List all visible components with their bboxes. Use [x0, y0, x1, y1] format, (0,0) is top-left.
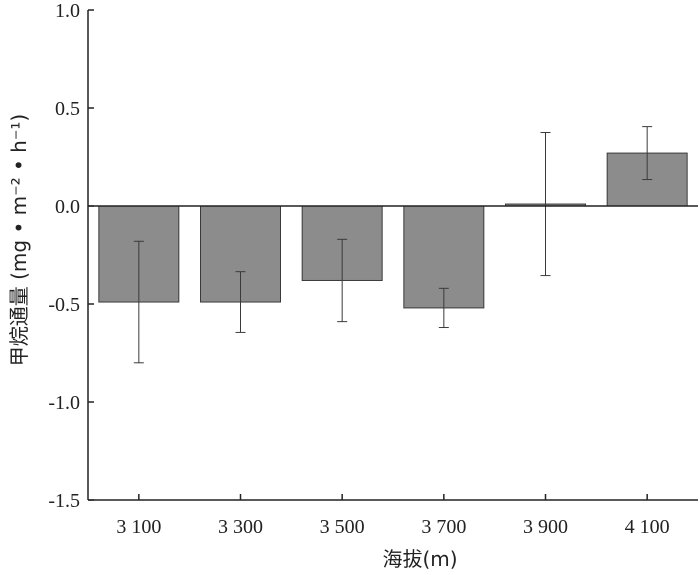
y-axis-label: 甲烷通量 (mg • m⁻² • h⁻¹) — [7, 114, 31, 366]
x-tick-label: 3 900 — [523, 516, 568, 538]
x-tick-label: 3 100 — [116, 516, 161, 538]
error-bars-layer — [133, 126, 653, 364]
x-tick-label: 3 300 — [218, 516, 263, 538]
y-axis-label-units: (mg • m⁻² • h⁻¹) — [7, 114, 31, 280]
x-tick-label: 3 700 — [421, 516, 466, 538]
x-tick-label: 4 100 — [625, 516, 670, 538]
axes-layer — [87, 10, 698, 501]
x-tick-label: 3 500 — [320, 516, 365, 538]
y-tick-label: -1.0 — [48, 392, 80, 414]
y-tick-label: 0.5 — [55, 98, 80, 120]
y-axis-label-main: 甲烷通量 — [7, 286, 31, 366]
y-tick-label: 0.0 — [55, 196, 80, 218]
y-ticks: 1.0 0.5 0.0 -0.5 -1.0 -1.5 — [48, 0, 94, 512]
y-tick-label: -0.5 — [48, 294, 80, 316]
x-ticks: 3 100 3 300 3 500 3 700 3 900 4 100 — [116, 494, 670, 538]
y-tick-label: -1.5 — [48, 490, 80, 512]
x-axis-label: 海拔(m) — [382, 547, 457, 571]
bars-layer — [98, 152, 688, 309]
y-tick-label: 1.0 — [55, 0, 80, 22]
